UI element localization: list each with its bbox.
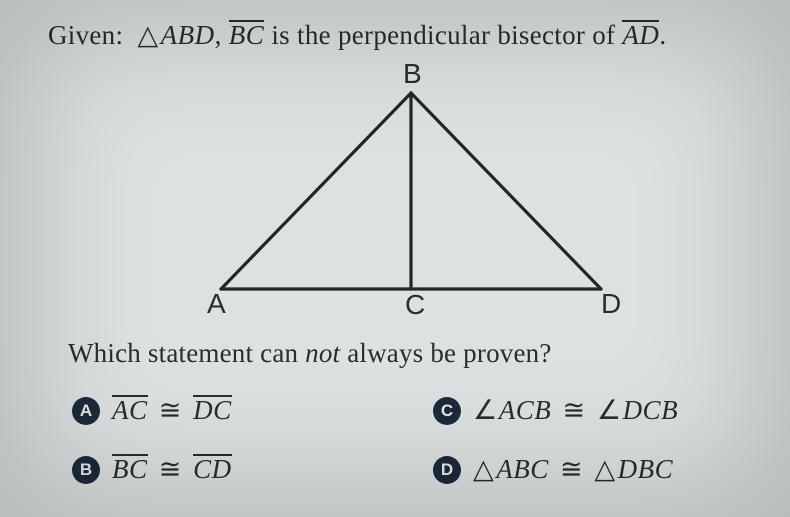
problem-page: Given: △ABD, BC is the perpendicular bis… [0, 0, 790, 517]
comma: , [215, 20, 222, 50]
middle-text: is the perpendicular bisector of [271, 20, 615, 50]
q-emph: not [305, 338, 340, 368]
option-c-expr: ∠ACB ≅ ∠DCB [473, 395, 678, 426]
option-d-expr: △ABC ≅ △DBC [473, 454, 673, 485]
options-grid: A AC ≅ DC C ∠ACB ≅ ∠DCB B BC ≅ CD D [72, 395, 754, 485]
option-d[interactable]: D △ABC ≅ △DBC [433, 454, 754, 485]
badge-d: D [433, 456, 461, 484]
question-text: Which statement can not always be proven… [68, 338, 754, 369]
badge-b: B [72, 456, 100, 484]
given-prefix: Given: [48, 20, 123, 50]
triangle-abd: △ABD [137, 20, 214, 50]
svg-text:A: A [207, 288, 226, 319]
svg-text:D: D [601, 288, 621, 319]
badge-c: C [433, 397, 461, 425]
option-b[interactable]: B BC ≅ CD [72, 454, 393, 485]
badge-a: A [72, 397, 100, 425]
segment-ad: AD [622, 20, 659, 50]
q-post: always be proven? [347, 338, 551, 368]
option-a-expr: AC ≅ DC [112, 395, 232, 426]
svg-text:C: C [405, 289, 425, 320]
given-statement: Given: △ABD, BC is the perpendicular bis… [48, 18, 754, 53]
segment-bc: BC [229, 20, 265, 50]
figure-container: A C D B [48, 57, 754, 332]
option-a[interactable]: A AC ≅ DC [72, 395, 393, 426]
option-c[interactable]: C ∠ACB ≅ ∠DCB [433, 395, 754, 426]
period: . [659, 20, 666, 50]
triangle-symbol: △ [137, 18, 158, 53]
triangle-figure: A C D B [161, 57, 641, 327]
svg-text:B: B [403, 58, 422, 89]
option-b-expr: BC ≅ CD [112, 454, 232, 485]
triangle-name: ABD [161, 20, 215, 50]
q-pre: Which statement can [68, 338, 298, 368]
